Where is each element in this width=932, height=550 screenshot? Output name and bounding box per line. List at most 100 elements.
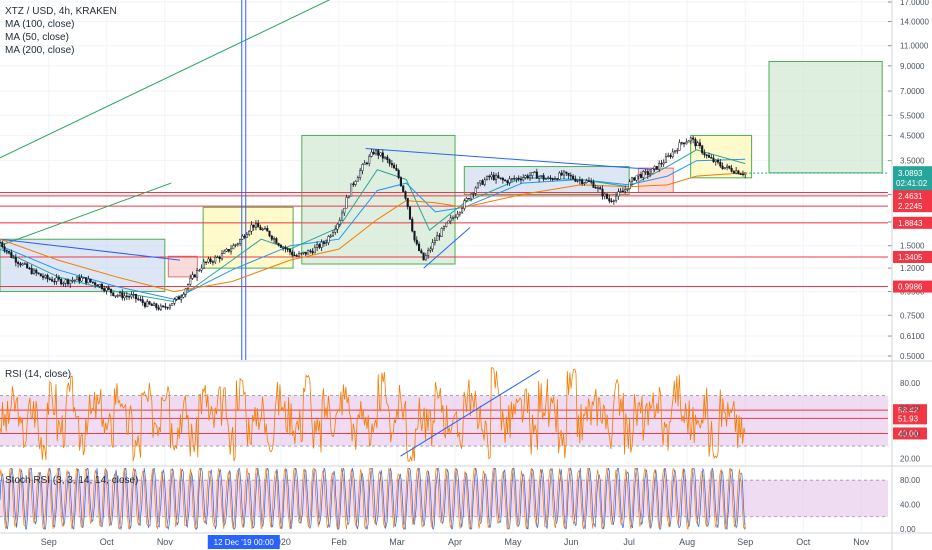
candle-body bbox=[431, 242, 434, 250]
candle-body bbox=[207, 258, 210, 263]
candle-body bbox=[449, 217, 452, 222]
candle-body bbox=[137, 298, 140, 300]
candle-body bbox=[628, 181, 631, 189]
moving-average-line[interactable] bbox=[0, 172, 746, 293]
candle-body bbox=[467, 198, 470, 200]
candle-body bbox=[0, 242, 2, 244]
level-price-tag bbox=[893, 216, 932, 229]
trend-line[interactable] bbox=[423, 227, 471, 269]
candle-body bbox=[148, 301, 151, 305]
candle-body bbox=[46, 275, 49, 280]
candle-body bbox=[658, 163, 661, 170]
rsi-level-label: 58.42 bbox=[898, 406, 919, 415]
trend-line[interactable] bbox=[0, 238, 180, 261]
stoch-rsi-line[interactable] bbox=[0, 468, 746, 531]
candle-body bbox=[157, 307, 160, 310]
indicator-ma100-label[interactable]: MA (100, close) bbox=[5, 19, 75, 30]
moving-average-line[interactable] bbox=[0, 149, 746, 303]
candle-body bbox=[633, 177, 636, 181]
candle-body bbox=[234, 244, 237, 246]
candle-body bbox=[535, 171, 538, 179]
price-tick-label: 11.0000 bbox=[900, 42, 929, 51]
candle-body bbox=[85, 277, 88, 284]
candle-body bbox=[522, 177, 525, 181]
stoch-rsi-title[interactable]: Stoch RSI (3, 3, 14, 14, close) bbox=[5, 475, 139, 486]
price-tick-label: 14.0000 bbox=[900, 17, 929, 26]
candle-body bbox=[297, 253, 301, 257]
candle-body bbox=[488, 175, 491, 178]
candle-body bbox=[94, 282, 97, 286]
candle-body bbox=[146, 301, 149, 307]
rsi-trend-line[interactable] bbox=[400, 369, 541, 457]
candle-body bbox=[270, 235, 273, 240]
candle-body bbox=[134, 293, 137, 300]
price-pane[interactable] bbox=[0, 0, 888, 361]
candle-body bbox=[365, 162, 368, 165]
trend-line[interactable] bbox=[0, 182, 172, 247]
candle-body bbox=[585, 180, 588, 183]
candle-body bbox=[615, 195, 618, 201]
candle-body bbox=[436, 235, 439, 241]
candle-body bbox=[19, 263, 22, 266]
price-tick-label: 5.5000 bbox=[900, 111, 925, 120]
candle-body bbox=[91, 281, 94, 283]
candle-body bbox=[379, 152, 382, 156]
drawn-rectangle[interactable] bbox=[768, 60, 883, 174]
candle-body bbox=[309, 250, 312, 252]
price-tick-label: 3.5000 bbox=[900, 157, 925, 166]
rsi-pane[interactable] bbox=[0, 367, 888, 462]
drawn-rectangle[interactable] bbox=[167, 255, 198, 278]
candle-body bbox=[714, 159, 717, 163]
trend-line[interactable] bbox=[365, 148, 656, 171]
candle-body bbox=[547, 177, 550, 179]
candle-body bbox=[578, 179, 581, 182]
candle-body bbox=[726, 165, 729, 168]
candle-body bbox=[553, 178, 557, 180]
stoch-rsi-pane[interactable] bbox=[0, 468, 888, 531]
drawn-rectangle[interactable] bbox=[0, 238, 166, 293]
candle-body bbox=[71, 280, 74, 282]
trend-line[interactable] bbox=[0, 0, 348, 159]
price-tick-label: 1.5000 bbox=[900, 242, 925, 251]
candle-body bbox=[606, 193, 609, 199]
axis-labels: Sep Oct Nov 2020 Feb Mar Apr May Jun Jul Aug Sep Oct… bbox=[41, 0, 932, 549]
candle-body bbox=[388, 159, 391, 164]
candle-body bbox=[474, 187, 477, 194]
level-price-label: 2.4631 bbox=[898, 192, 923, 201]
level-price-tag bbox=[893, 280, 932, 293]
drawn-rectangle[interactable] bbox=[202, 206, 294, 269]
candle-body bbox=[372, 151, 375, 155]
candle-body bbox=[649, 172, 652, 176]
candle-body bbox=[21, 263, 24, 266]
level-price-label: 1.8843 bbox=[898, 219, 923, 228]
candle-body bbox=[12, 257, 15, 259]
candle-body bbox=[75, 276, 79, 281]
rsi-title[interactable]: RSI (14, close) bbox=[5, 369, 72, 380]
rsi-level-tag bbox=[893, 412, 927, 425]
x-tick-label: Mar bbox=[389, 537, 405, 547]
candle-body bbox=[687, 140, 690, 143]
candle-body bbox=[241, 235, 244, 240]
candle-body bbox=[189, 278, 192, 285]
candle-body bbox=[295, 255, 298, 257]
indicator-ma50-label[interactable]: MA (50, close) bbox=[5, 32, 69, 43]
candle-body bbox=[162, 305, 165, 307]
candle-body bbox=[53, 280, 56, 283]
candle-body bbox=[220, 253, 224, 260]
stoch-rsi-line[interactable] bbox=[0, 468, 746, 531]
moving-average-line[interactable] bbox=[0, 158, 746, 300]
indicator-ma200-label[interactable]: MA (200, close) bbox=[5, 45, 75, 56]
candle-body bbox=[413, 230, 416, 241]
candle-body bbox=[524, 175, 527, 178]
candle-body bbox=[619, 190, 622, 193]
candle-body bbox=[562, 171, 566, 176]
rsi-line[interactable] bbox=[0, 367, 746, 462]
candle-body bbox=[291, 251, 294, 256]
candle-body bbox=[164, 306, 167, 308]
candle-body bbox=[470, 193, 473, 200]
x-tick-label: Jun bbox=[564, 537, 579, 547]
candle-body bbox=[254, 223, 258, 228]
candle-body bbox=[119, 292, 122, 296]
candle-body bbox=[601, 188, 604, 197]
